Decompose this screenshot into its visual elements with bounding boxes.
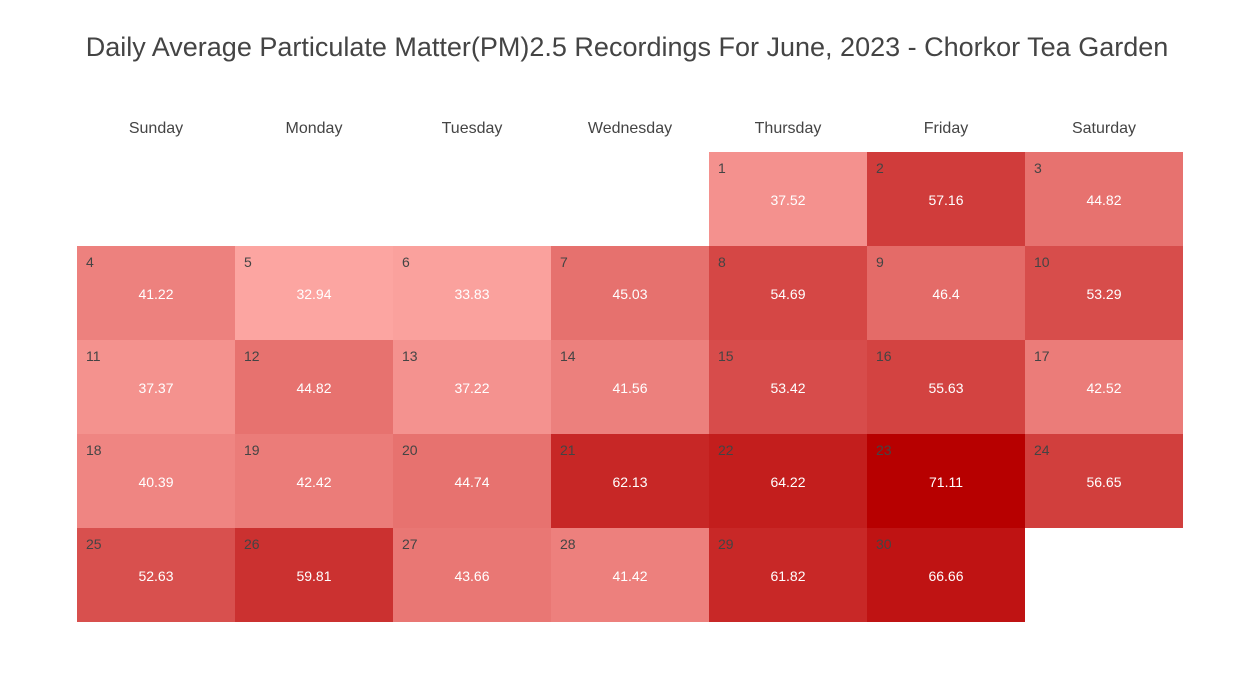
day-number: 3 <box>1034 160 1042 176</box>
data-label: 62.13 <box>612 474 648 490</box>
heatmap-cell[interactable]: 22 64.22 <box>709 434 867 528</box>
data-label: 59.81 <box>296 568 332 584</box>
data-label: 37.22 <box>454 380 490 396</box>
day-number: 22 <box>718 442 734 458</box>
day-number: 15 <box>718 348 734 364</box>
day-number: 10 <box>1034 254 1050 270</box>
heatmap-cell[interactable]: 16 55.63 <box>867 340 1025 434</box>
day-number: 7 <box>560 254 568 270</box>
heatmap-cell[interactable]: 11 37.37 <box>77 340 235 434</box>
heatmap-cell[interactable]: 1 37.52 <box>709 152 867 246</box>
heatmap-cell[interactable]: 27 43.66 <box>393 528 551 622</box>
data-label: 57.16 <box>928 192 964 208</box>
heatmap-cell[interactable]: 25 52.63 <box>77 528 235 622</box>
day-number: 13 <box>402 348 418 364</box>
data-label: 42.52 <box>1086 380 1122 396</box>
heatmap-cell[interactable]: 29 61.82 <box>709 528 867 622</box>
data-label: 61.82 <box>770 568 806 584</box>
weekday-header-saturday: Saturday <box>1071 120 1137 137</box>
heatmap-cell[interactable]: 28 41.42 <box>551 528 709 622</box>
heatmap-cell[interactable]: 30 66.66 <box>867 528 1025 622</box>
heatmap-cell[interactable]: 18 40.39 <box>77 434 235 528</box>
heatmap-cell[interactable]: 23 71.11 <box>867 434 1025 528</box>
data-label: 42.42 <box>296 474 332 490</box>
heatmap-cell[interactable]: 10 53.29 <box>1025 246 1183 340</box>
data-label: 44.82 <box>1086 192 1122 208</box>
data-label: 33.83 <box>454 286 490 302</box>
data-label: 37.37 <box>138 380 174 396</box>
heatmap-cell[interactable]: 2 57.16 <box>867 152 1025 246</box>
day-number: 16 <box>876 348 892 364</box>
day-number: 24 <box>1034 442 1050 458</box>
data-label: 56.65 <box>1086 474 1122 490</box>
day-number: 14 <box>560 348 576 364</box>
data-label: 53.42 <box>770 380 806 396</box>
heatmap-cell[interactable]: 7 45.03 <box>551 246 709 340</box>
data-label: 54.69 <box>770 286 806 302</box>
weekday-header-sunday: Sunday <box>128 120 184 137</box>
day-number: 25 <box>86 536 102 552</box>
data-label: 46.4 <box>932 286 960 302</box>
day-number: 17 <box>1034 348 1050 364</box>
heatmap-cell[interactable]: 8 54.69 <box>709 246 867 340</box>
day-number: 4 <box>86 254 94 270</box>
heatmap-cell[interactable]: 15 53.42 <box>709 340 867 434</box>
data-label: 71.11 <box>929 474 963 490</box>
day-number: 21 <box>560 442 576 458</box>
data-label: 41.42 <box>612 568 648 584</box>
day-number: 29 <box>718 536 734 552</box>
day-number: 30 <box>876 536 892 552</box>
day-number: 26 <box>244 536 260 552</box>
data-label: 52.63 <box>138 568 174 584</box>
heatmap-cell[interactable]: 21 62.13 <box>551 434 709 528</box>
heatmap-cell[interactable]: 4 41.22 <box>77 246 235 340</box>
day-number: 12 <box>244 348 260 364</box>
heatmap-cell[interactable]: 5 32.94 <box>235 246 393 340</box>
data-label: 37.52 <box>770 192 806 208</box>
data-label: 55.63 <box>928 380 964 396</box>
heatmap-cell[interactable]: 17 42.52 <box>1025 340 1183 434</box>
heatmap-cell[interactable]: 20 44.74 <box>393 434 551 528</box>
data-label: 64.22 <box>770 474 806 490</box>
data-label: 40.39 <box>138 474 174 490</box>
data-label: 45.03 <box>612 286 648 302</box>
heatmap-cell[interactable]: 19 42.42 <box>235 434 393 528</box>
heatmap-cell[interactable]: 24 56.65 <box>1025 434 1183 528</box>
day-number: 18 <box>86 442 102 458</box>
heatmap-cell[interactable]: 9 46.4 <box>867 246 1025 340</box>
day-number: 8 <box>718 254 726 270</box>
day-number: 19 <box>244 442 260 458</box>
heatmap-cell[interactable]: 3 44.82 <box>1025 152 1183 246</box>
day-number: 5 <box>244 254 252 270</box>
day-number: 20 <box>402 442 418 458</box>
data-label: 44.82 <box>296 380 332 396</box>
data-label: 41.56 <box>612 380 648 396</box>
day-number: 6 <box>402 254 410 270</box>
data-label: 41.22 <box>138 286 174 302</box>
day-number: 9 <box>876 254 884 270</box>
day-number: 28 <box>560 536 576 552</box>
weekday-header-monday: Monday <box>285 120 343 137</box>
heatmap-cell[interactable]: 6 33.83 <box>393 246 551 340</box>
day-number: 11 <box>86 348 101 364</box>
heatmap-cell[interactable]: 12 44.82 <box>235 340 393 434</box>
day-number: 23 <box>876 442 892 458</box>
weekday-header-thursday: Thursday <box>754 120 822 137</box>
weekday-header-wednesday: Wednesday <box>587 120 673 137</box>
data-label: 32.94 <box>296 286 332 302</box>
data-label: 44.74 <box>454 474 490 490</box>
chart-title: Daily Average Particulate Matter(PM)2.5 … <box>85 32 1169 62</box>
day-number: 2 <box>876 160 884 176</box>
heatmap-cell[interactable]: 26 59.81 <box>235 528 393 622</box>
weekday-header-friday: Friday <box>923 120 969 137</box>
day-number: 27 <box>402 536 418 552</box>
data-label: 43.66 <box>454 568 490 584</box>
data-label: 66.66 <box>928 568 964 584</box>
heatmap-cell[interactable]: 14 41.56 <box>551 340 709 434</box>
weekday-header-tuesday: Tuesday <box>441 120 503 137</box>
data-label: 53.29 <box>1086 286 1122 302</box>
heatmap-cell[interactable]: 13 37.22 <box>393 340 551 434</box>
day-number: 1 <box>718 160 726 176</box>
